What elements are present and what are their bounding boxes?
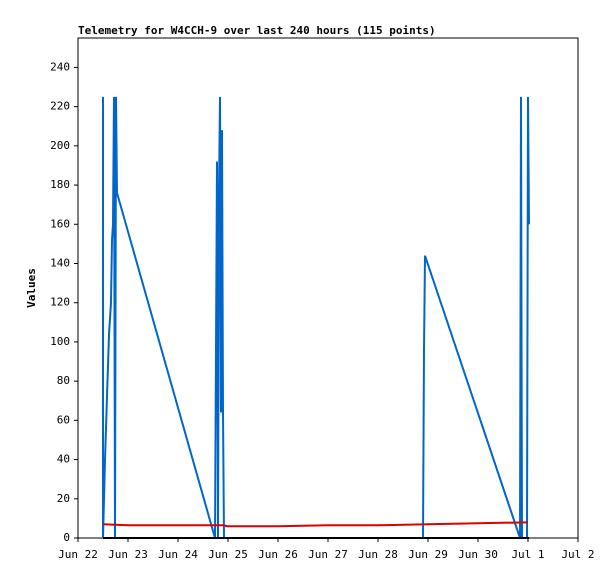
x-tick-label: Jun 26 — [258, 548, 298, 561]
y-tick-label: 120 — [50, 296, 70, 309]
y-tick-label: 80 — [57, 374, 70, 387]
y-tick-label: 240 — [50, 60, 70, 73]
x-tick-label: Jun 30 — [458, 548, 498, 561]
x-tick-label: Jun 28 — [358, 548, 398, 561]
x-tick-label: Jun 22 — [58, 548, 98, 561]
plot-area — [77, 37, 579, 539]
x-tick-label: Jun 29 — [408, 548, 448, 561]
y-tick-label: 40 — [57, 453, 70, 466]
y-tick-label: 140 — [50, 256, 70, 269]
y-tick-label: 180 — [50, 178, 70, 191]
x-tick-label: Jun 27 — [308, 548, 348, 561]
x-tick-label: Jun 24 — [158, 548, 198, 561]
y-tick-label: 60 — [57, 413, 70, 426]
chart-title: Telemetry for W4CCH-9 over last 240 hour… — [78, 24, 436, 37]
y-tick-label: 200 — [50, 139, 70, 152]
y-tick-label: 100 — [50, 335, 70, 348]
y-tick-label: 20 — [57, 492, 70, 505]
x-tick-label: Jun 25 — [208, 548, 248, 561]
x-tick-label: Jul 1 — [511, 548, 544, 561]
series-line — [102, 521, 529, 528]
y-tick-label: 160 — [50, 217, 70, 230]
series-line — [102, 96, 530, 539]
x-tick-label: Jun 23 — [108, 548, 148, 561]
y-tick-label: 0 — [63, 531, 70, 544]
y-axis-label: Values — [25, 268, 38, 308]
x-tick-label: Jul 2 — [561, 548, 594, 561]
y-tick-label: 220 — [50, 100, 70, 113]
